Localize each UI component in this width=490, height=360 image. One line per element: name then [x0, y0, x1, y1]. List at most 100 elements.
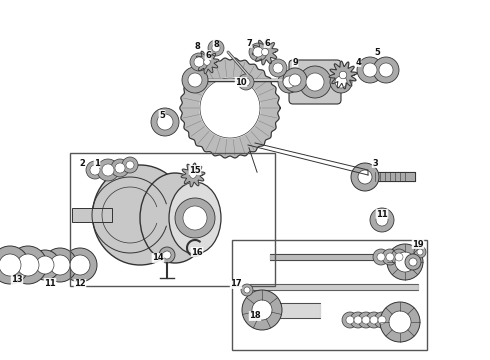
Circle shape: [0, 246, 29, 284]
Polygon shape: [195, 50, 219, 74]
Circle shape: [0, 254, 21, 276]
Circle shape: [242, 78, 250, 86]
Circle shape: [102, 164, 114, 176]
Circle shape: [354, 316, 362, 324]
Circle shape: [382, 249, 398, 265]
Circle shape: [269, 59, 287, 77]
Text: 11: 11: [376, 210, 388, 219]
Circle shape: [212, 44, 220, 52]
Circle shape: [389, 311, 411, 333]
Circle shape: [190, 53, 208, 71]
Circle shape: [374, 312, 390, 328]
Circle shape: [262, 49, 269, 55]
FancyBboxPatch shape: [289, 60, 341, 104]
Circle shape: [414, 246, 426, 258]
Circle shape: [370, 208, 394, 232]
Circle shape: [249, 43, 267, 61]
Circle shape: [208, 40, 224, 56]
Circle shape: [339, 71, 347, 79]
Circle shape: [70, 255, 90, 275]
Circle shape: [190, 172, 196, 178]
Bar: [232, 240, 427, 350]
Circle shape: [163, 251, 171, 259]
Text: 16: 16: [191, 248, 203, 257]
Circle shape: [242, 290, 282, 330]
Bar: [72, 208, 112, 222]
Circle shape: [151, 108, 179, 136]
Circle shape: [357, 57, 383, 83]
Text: 18: 18: [249, 311, 261, 320]
Polygon shape: [329, 61, 357, 89]
Circle shape: [405, 254, 421, 270]
Text: 4: 4: [355, 58, 361, 67]
Circle shape: [283, 76, 295, 88]
Circle shape: [157, 114, 173, 130]
Ellipse shape: [140, 173, 210, 263]
Circle shape: [289, 74, 301, 86]
Circle shape: [194, 57, 204, 67]
Circle shape: [351, 163, 379, 191]
Text: 19: 19: [412, 239, 424, 248]
Circle shape: [244, 287, 250, 293]
Text: 5: 5: [159, 111, 165, 120]
Circle shape: [253, 47, 263, 57]
Circle shape: [63, 248, 97, 282]
Circle shape: [377, 253, 385, 261]
Circle shape: [342, 312, 358, 328]
Circle shape: [363, 63, 377, 77]
Text: 14: 14: [152, 253, 164, 262]
Text: 11: 11: [44, 279, 56, 288]
Circle shape: [366, 312, 382, 328]
Polygon shape: [181, 163, 205, 187]
Circle shape: [378, 316, 386, 324]
Circle shape: [395, 253, 403, 261]
Circle shape: [370, 316, 378, 324]
Text: 12: 12: [74, 279, 86, 288]
Circle shape: [126, 161, 134, 169]
Circle shape: [373, 57, 399, 83]
Circle shape: [395, 252, 415, 272]
Circle shape: [346, 316, 354, 324]
Ellipse shape: [169, 182, 221, 254]
Circle shape: [36, 256, 54, 274]
Circle shape: [90, 165, 100, 175]
Text: 8: 8: [194, 41, 200, 50]
Text: 13: 13: [11, 275, 23, 284]
Circle shape: [97, 159, 119, 181]
Text: 5: 5: [374, 48, 380, 57]
Circle shape: [283, 68, 307, 92]
Circle shape: [50, 255, 70, 275]
Circle shape: [9, 246, 47, 284]
Text: 6: 6: [264, 39, 270, 48]
Circle shape: [409, 258, 417, 266]
Circle shape: [373, 249, 389, 265]
Circle shape: [278, 71, 300, 93]
Circle shape: [86, 161, 104, 179]
Circle shape: [122, 157, 138, 173]
Circle shape: [115, 163, 125, 173]
Circle shape: [111, 159, 129, 177]
Polygon shape: [252, 39, 278, 65]
Polygon shape: [200, 78, 260, 138]
Circle shape: [350, 312, 366, 328]
Circle shape: [380, 302, 420, 342]
Circle shape: [330, 71, 352, 93]
Circle shape: [358, 312, 374, 328]
Circle shape: [273, 63, 283, 73]
Circle shape: [188, 73, 202, 87]
Circle shape: [17, 254, 39, 276]
Circle shape: [204, 59, 210, 65]
Circle shape: [306, 73, 324, 91]
Ellipse shape: [93, 165, 188, 265]
Circle shape: [43, 248, 77, 282]
Circle shape: [362, 316, 370, 324]
Circle shape: [335, 76, 347, 88]
Circle shape: [391, 249, 407, 265]
Text: 1: 1: [94, 158, 100, 167]
Circle shape: [376, 214, 388, 226]
Circle shape: [299, 66, 331, 98]
Circle shape: [238, 74, 254, 90]
Circle shape: [183, 206, 207, 230]
Text: 15: 15: [189, 166, 201, 175]
Circle shape: [159, 247, 175, 263]
